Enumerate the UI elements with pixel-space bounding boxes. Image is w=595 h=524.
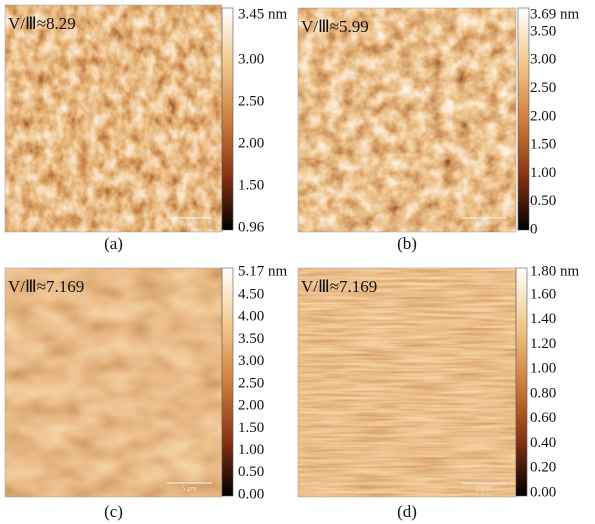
colorbar-tick-label: 1.50 [238,420,264,436]
colorbar-tick-label: 1.60 [530,286,556,302]
colorbar-tick-label: 0 [530,221,538,237]
panel-label: (b) [397,234,417,253]
colorbar-max: 5.17 nm [238,263,288,279]
colorbar-tick-label: 3.00 [238,353,264,369]
colorbar-tick-label: 0.80 [530,385,556,401]
scale-bar-label: 5 μm [182,485,197,493]
annotation: V/Ⅲ≈5.99 [301,17,369,36]
colorbar-tick-label: 0.20 [530,460,556,476]
colorbar-tick-label: 1.40 [530,311,556,327]
annotation: V/Ⅲ≈8.29 [8,14,76,33]
colorbar-tick-label: 3.50 [238,331,264,347]
panel-label: (a) [104,234,123,253]
colorbar [221,267,234,497]
image-border [297,7,517,233]
colorbar-tick-label: 2.00 [238,135,264,151]
colorbar-tick-label: 0.96 [238,219,265,235]
colorbar-tick-label: 2.00 [238,398,264,414]
panel-label: (c) [104,502,123,521]
colorbar-tick-label: 2.50 [238,93,264,109]
colorbar-tick-label: 0.00 [238,486,264,502]
colorbar-tick-label: 0.40 [530,435,556,451]
annotation: V/Ⅲ≈7.169 [8,277,84,296]
afm-image [298,268,516,497]
colorbar-tick-label: 3.00 [238,51,264,67]
annotation: V/Ⅲ≈7.169 [301,277,377,296]
colorbar-max: 3.69 nm [530,6,580,22]
colorbar [221,7,234,231]
colorbar-tick-label: 2.50 [530,80,556,96]
scale-bar-label: 2 μm [476,485,491,493]
colorbar-tick-label: 4.50 [238,286,264,302]
afm-image [5,268,222,497]
scale-bar-label: 5 μm [182,220,197,228]
colorbar [517,7,530,231]
colorbar-max: 1.80 nm [530,263,580,279]
colorbar-tick-label: 1.20 [530,336,556,352]
colorbar-tick-label: 0.60 [530,410,556,426]
colorbar-tick-label: 1.00 [530,165,556,181]
afm-image [5,5,222,232]
colorbar-tick-label: 3.00 [530,52,556,68]
afm-image [298,8,516,232]
colorbar-tick-label: 1.00 [238,442,264,458]
colorbar-tick-label: 0.00 [530,484,556,500]
colorbar-tick-label: 1.50 [238,177,264,193]
colorbar-tick-label: 3.50 [530,23,556,39]
colorbar [515,267,528,497]
colorbar-tick-label: 4.00 [238,309,264,325]
panel-label: (d) [397,502,417,521]
colorbar-tick-label: 0.50 [238,464,264,480]
colorbar-tick-label: 0.50 [530,193,556,209]
colorbar-tick-label: 2.50 [238,375,264,391]
colorbar-tick-label: 1.50 [530,137,556,153]
colorbar-max: 3.45 nm [238,6,288,22]
colorbar-tick-label: 1.00 [530,361,556,377]
colorbar-tick-label: 2.00 [530,108,556,124]
scale-bar-label: 5 μm [476,220,491,228]
